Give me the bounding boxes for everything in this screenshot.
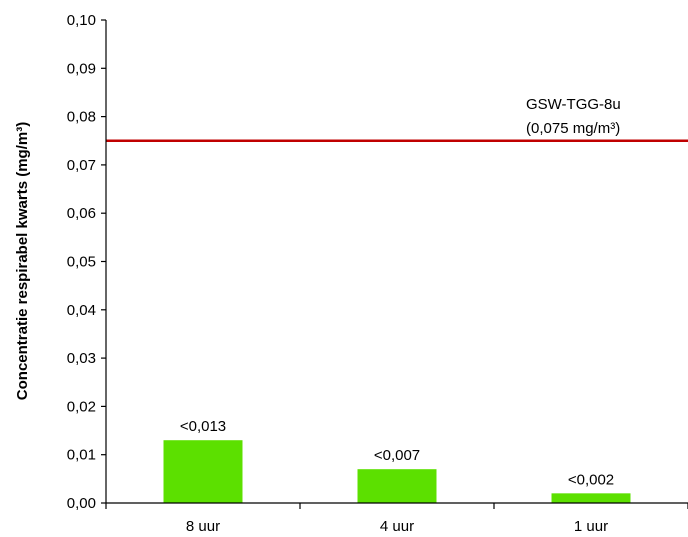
- x-tick-label: 8 uur: [186, 518, 220, 535]
- y-tick-label: 0,10: [67, 12, 96, 29]
- y-tick-label: 0,02: [67, 398, 96, 415]
- y-axis-title: Concentratie respirabel kwarts (mg/m³): [14, 122, 31, 400]
- bar: [357, 469, 437, 503]
- bars: [163, 440, 631, 503]
- y-tick-label: 0,08: [67, 109, 96, 126]
- y-tick-label: 0,07: [67, 157, 96, 174]
- x-tick-label: 1 uur: [574, 518, 608, 535]
- data-labels: <0,013 <0,007 <0,002: [180, 418, 614, 488]
- y-tick-label: 0,03: [67, 350, 96, 367]
- y-tick-label: 0,05: [67, 254, 96, 271]
- bar-data-label: <0,007: [374, 447, 420, 464]
- x-axis-ticks: 8 uur 4 uur 1 uur: [105, 503, 688, 535]
- y-tick-label: 0,09: [67, 60, 96, 77]
- x-tick-label: 4 uur: [380, 518, 414, 535]
- bar: [551, 493, 631, 503]
- y-tick-label: 0,00: [67, 495, 96, 512]
- reference-label-line2: (0,075 mg/m³): [526, 120, 620, 137]
- bar: [163, 440, 243, 503]
- bar-data-label: <0,013: [180, 418, 226, 435]
- y-tick-label: 0,04: [67, 302, 96, 319]
- reference-label-line1: GSW-TGG-8u: [526, 96, 621, 113]
- bar-data-label: <0,002: [568, 471, 614, 488]
- y-tick-label: 0,01: [67, 447, 96, 464]
- y-axis-ticks: 0,00 0,01 0,02 0,03 0,04 0,05 0,06 0,07 0,08 0,09…: [67, 12, 106, 512]
- y-tick-label: 0,06: [67, 205, 96, 222]
